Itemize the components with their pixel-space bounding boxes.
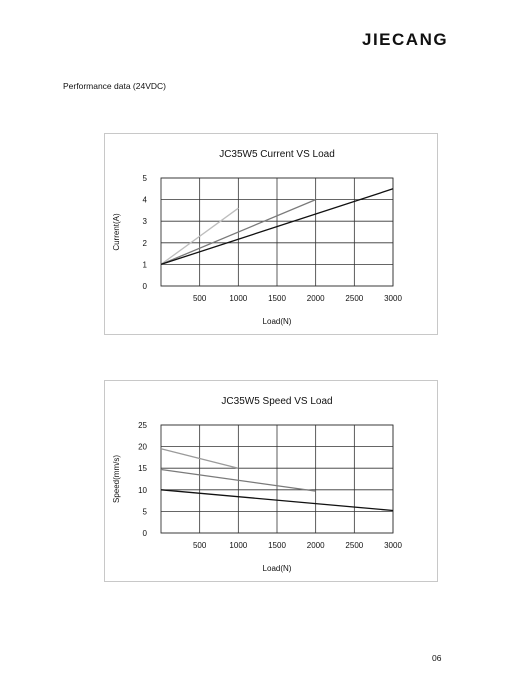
- x-tick-label: 500: [193, 294, 207, 303]
- y-tick-label: 10: [138, 486, 147, 495]
- series-line-2: [160, 199, 316, 265]
- y-tick-label: 25: [138, 421, 147, 430]
- x-axis-label: Load(N): [263, 317, 292, 326]
- x-axis-label: Load(N): [263, 564, 292, 573]
- x-tick-label: 1000: [229, 541, 247, 550]
- y-tick-label: 2: [143, 239, 148, 248]
- series-line-3: [160, 489, 394, 512]
- x-tick-label: 1500: [268, 541, 286, 550]
- y-tick-label: 0: [143, 282, 148, 291]
- x-tick-label: 2000: [307, 541, 325, 550]
- x-tick-label: 2500: [345, 541, 363, 550]
- x-tick-label: 500: [193, 541, 207, 550]
- y-tick-label: 5: [143, 507, 148, 516]
- y-tick-label: 4: [143, 196, 148, 205]
- chart-svg: JC35W5 Speed VS Load 500 1000 1500 2000 2500 3…: [112, 396, 402, 573]
- x-tick-label: 3000: [384, 294, 402, 303]
- y-tick-label: 5: [143, 174, 148, 183]
- chart-title: JC35W5 Speed VS Load: [221, 396, 332, 407]
- x-tick-label: 2000: [307, 294, 325, 303]
- y-tick-label: 15: [138, 464, 147, 473]
- x-tick-label: 3000: [384, 541, 402, 550]
- y-tick-label: 1: [143, 260, 148, 269]
- current-vs-load-chart: JC35W5 Current VS Load 500 1000 1500 2000 250…: [104, 133, 438, 335]
- section-title: Performance data (24VDC): [63, 81, 166, 91]
- y-tick-label: 20: [138, 443, 147, 452]
- series-line-1: [160, 448, 239, 469]
- y-tick-label: 3: [143, 217, 148, 226]
- plot-area: [160, 424, 394, 534]
- brand-logo: JIECANG: [362, 30, 449, 49]
- y-axis-label: Speed(mm/s): [112, 455, 121, 503]
- series-line-1: [160, 207, 239, 265]
- page-number: 06: [432, 653, 442, 663]
- x-tick-label: 1000: [229, 294, 247, 303]
- y-axis-label: Current(A): [112, 213, 121, 251]
- plot-area: [160, 177, 394, 287]
- x-tick-label: 2500: [345, 294, 363, 303]
- series-line-3: [160, 188, 394, 266]
- x-tick-label: 1500: [268, 294, 286, 303]
- chart-title: JC35W5 Current VS Load: [219, 149, 335, 160]
- speed-vs-load-chart: JC35W5 Speed VS Load 500 1000 1500 2000 2500 3…: [104, 380, 438, 582]
- y-tick-label: 0: [143, 529, 148, 538]
- series-line-2: [160, 468, 316, 492]
